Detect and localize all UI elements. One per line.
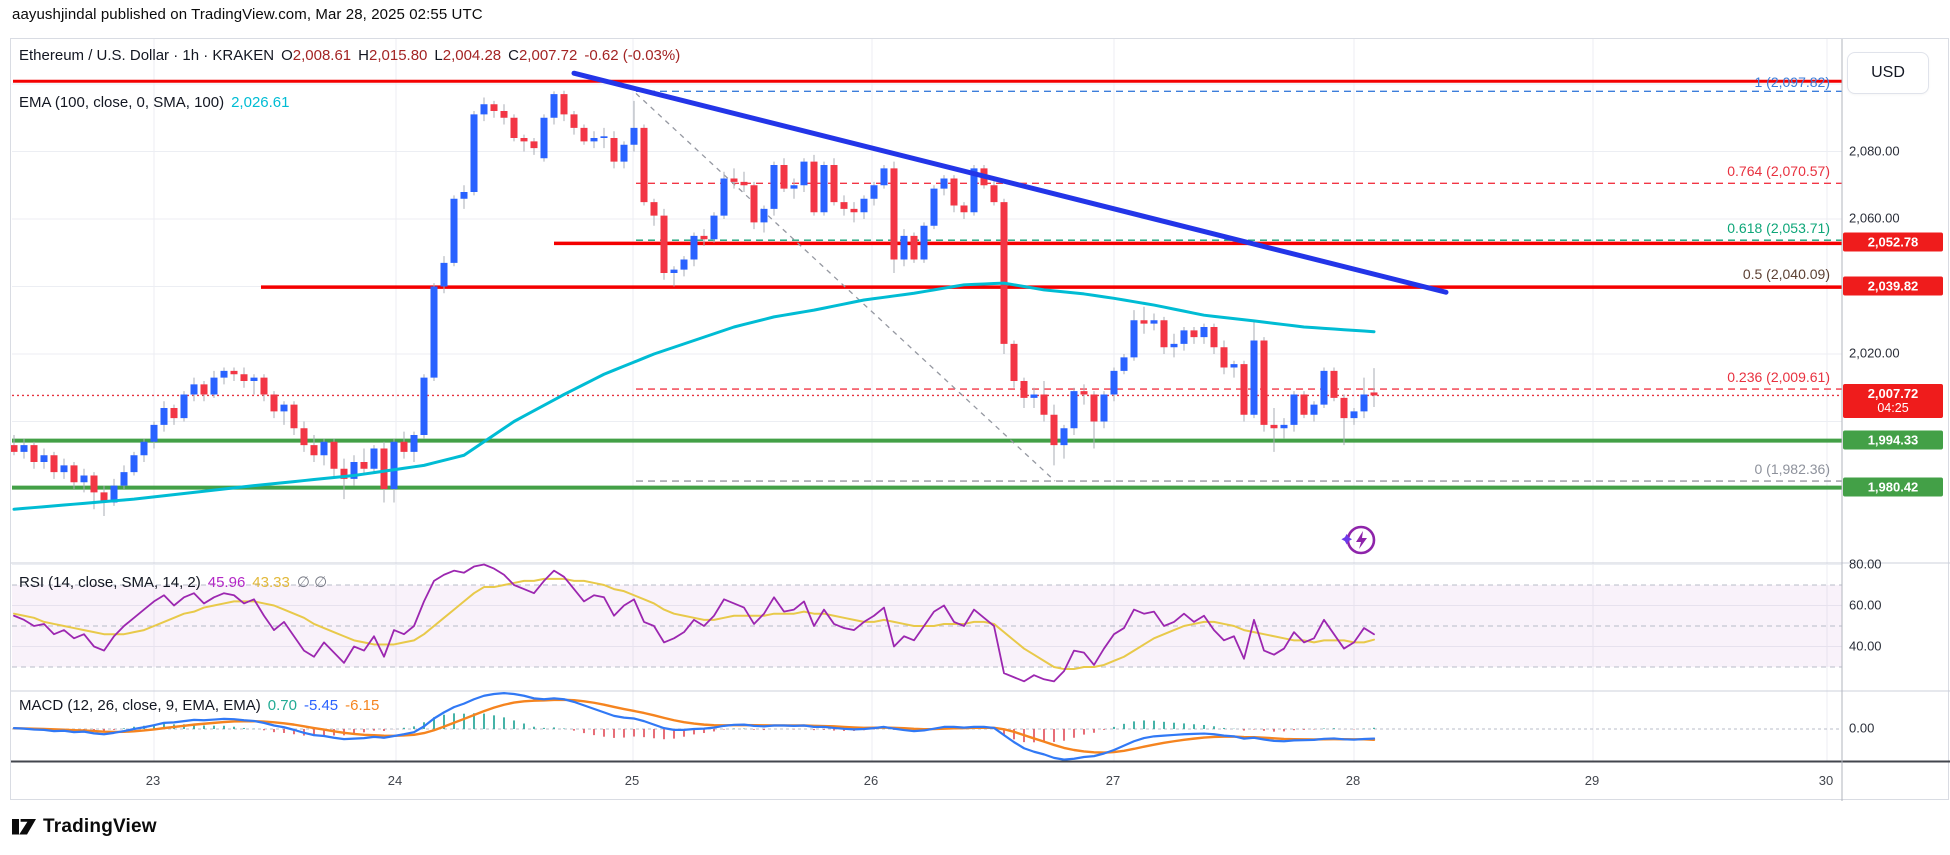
currency-toggle-button[interactable]: USD <box>1847 52 1929 94</box>
macd-tick-0: 0.00 <box>1849 720 1875 736</box>
ema-legend-row[interactable]: EMA (100, close, 0, SMA, 100) 2,026.61 <box>19 94 289 111</box>
price-tick-2080: 2,080.00 <box>1849 143 1900 158</box>
lightning-bolt-icon <box>1356 531 1367 549</box>
macd-hist-value: 0.70 <box>267 697 297 714</box>
rsi-value: 45.96 <box>207 574 246 591</box>
ohlc-low: L2,004.28 <box>434 47 502 64</box>
time-tick-23: 23 <box>145 773 161 788</box>
fib-label-0236[interactable]: 0.236 (2,009.61) <box>1727 369 1830 386</box>
publish-attribution: aayushjindal published on TradingView.co… <box>12 6 483 23</box>
macd-label: MACD (12, 26, close, 9, EMA, EMA) <box>19 697 261 714</box>
fib-label-1[interactable]: 1 (2,097.82) <box>1754 74 1831 91</box>
support-badge-1994: 1,994.33 <box>1843 430 1943 450</box>
countdown-timer: 04:25 <box>1877 401 1909 416</box>
ema-label: EMA (100, close, 0, SMA, 100) <box>19 94 225 111</box>
ohlc-high: H2,015.80 <box>358 47 428 64</box>
ema-line <box>12 281 1376 511</box>
macd-signal-value: -6.15 <box>345 697 380 714</box>
time-tick-25: 25 <box>624 773 640 788</box>
price-tick-2020: 2,020.00 <box>1849 345 1900 361</box>
time-tick-27: 27 <box>1105 773 1121 788</box>
descending-trendline <box>571 70 1449 295</box>
rsi-extra-flags: ∅ ∅ <box>296 574 328 591</box>
rsi-label: RSI (14, close, SMA, 14, 2) <box>19 574 201 591</box>
time-tick-28: 28 <box>1345 773 1361 788</box>
symbol-legend-row[interactable]: Ethereum / U.S. Dollar · 1h · KRAKEN O2,… <box>19 47 680 64</box>
rsi-tick-80: 80.00 <box>1849 556 1882 571</box>
ema-value: 2,026.61 <box>231 94 290 111</box>
ohlc-open: O2,008.61 <box>281 47 352 64</box>
tradingview-wordmark: TradingView <box>43 815 157 837</box>
macd-line-value: -5.45 <box>303 697 339 714</box>
rsi-sma-value: 43.33 <box>252 574 290 591</box>
macd-line <box>12 692 1376 761</box>
boost-reaction-icon[interactable] <box>1340 522 1378 560</box>
chart-frame: Ethereum / U.S. Dollar · 1h · KRAKEN O2,… <box>10 38 1950 801</box>
symbol-title: Ethereum / U.S. Dollar · 1h · KRAKEN <box>19 47 275 64</box>
time-tick-26: 26 <box>863 773 879 788</box>
candles-group <box>11 90 1378 516</box>
fib-label-0618[interactable]: 0.618 (2,053.71) <box>1727 220 1830 237</box>
tradingview-logo[interactable]: TradingView <box>12 814 157 839</box>
sparkle-icon <box>1341 533 1353 545</box>
rsi-tick-40: 40.00 <box>1849 638 1882 653</box>
rsi-tick-60: 60.00 <box>1849 597 1882 612</box>
price-tick-2060: 2,060.00 <box>1849 210 1900 226</box>
fib-label-0[interactable]: 0 (1,982.36) <box>1754 461 1831 478</box>
time-tick-30: 30 <box>1818 773 1834 788</box>
level-badge-2039: 2,039.82 <box>1843 276 1943 296</box>
support-badge-1980: 1,980.42 <box>1843 477 1943 497</box>
tradingview-glyph-icon <box>12 819 36 835</box>
rsi-line <box>13 563 1375 683</box>
time-tick-29: 29 <box>1584 773 1600 788</box>
rsi-legend-row[interactable]: RSI (14, close, SMA, 14, 2) 45.96 43.33 … <box>19 573 327 591</box>
change-value: -0.62 (-0.03%) <box>584 47 681 64</box>
macd-legend-row[interactable]: MACD (12, 26, close, 9, EMA, EMA) 0.70 -… <box>19 697 379 714</box>
time-tick-24: 24 <box>387 773 403 788</box>
price-chart-canvas[interactable] <box>11 39 1950 801</box>
fib-label-0764[interactable]: 0.764 (2,070.57) <box>1727 163 1830 180</box>
level-badge-2052: 2,052.78 <box>1843 232 1943 252</box>
macd-signal-line <box>12 698 1376 754</box>
ohlc-close: C2,007.72 <box>508 47 578 64</box>
fib-label-05[interactable]: 0.5 (2,040.09) <box>1742 266 1830 283</box>
last-price-badge: 2,007.72 04:25 <box>1843 384 1943 419</box>
